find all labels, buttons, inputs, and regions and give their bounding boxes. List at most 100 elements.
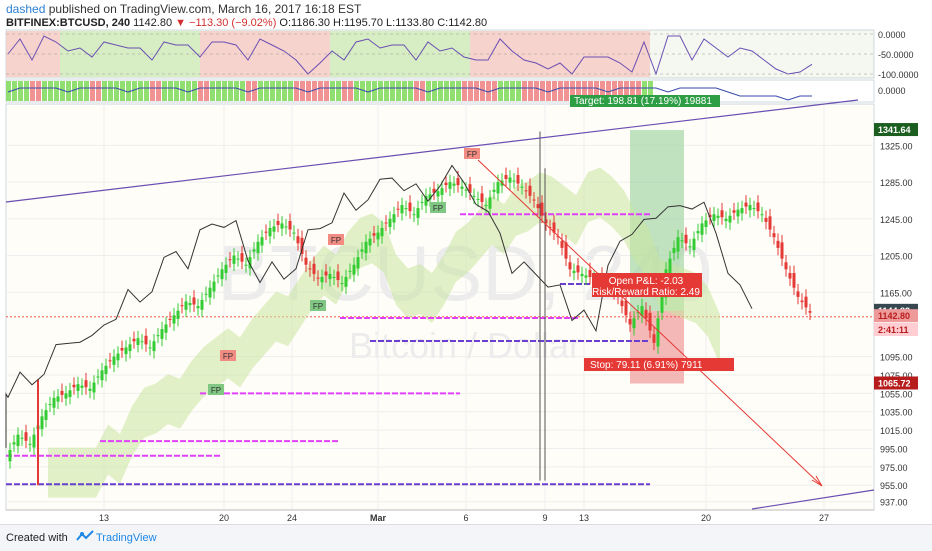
- position-labels: Target: 198.81 (17.19%) 19881 Open P&L: -…: [570, 95, 734, 371]
- time-tick: 13: [99, 513, 109, 523]
- tradingview-logo-icon[interactable]: [76, 529, 94, 545]
- oscillator-2-bar: [456, 81, 461, 101]
- candle-body: [392, 214, 396, 223]
- candle-body: [804, 296, 808, 308]
- candle-body: [724, 218, 728, 221]
- candle-body: [308, 268, 312, 270]
- oscillator-2-bar: [138, 81, 143, 101]
- candle-body: [284, 226, 288, 228]
- price-tick: 1205.00: [880, 252, 913, 262]
- ohlc-values: O:1186.30 H:1195.70 L:1133.80 C:1142.80: [279, 17, 488, 29]
- target-label-box: [570, 95, 720, 107]
- candle-body: [504, 175, 508, 180]
- pnl-label-box: [592, 273, 702, 297]
- price-label: 1065.72: [878, 378, 911, 388]
- created-with-text: Created with: [6, 532, 68, 544]
- fp-label: FP: [313, 302, 323, 311]
- candle-body: [32, 434, 36, 448]
- candle-body: [668, 258, 672, 274]
- oscillator-2-bar: [600, 81, 605, 101]
- oscillator-2-bar: [330, 81, 335, 101]
- author-name[interactable]: dashed: [6, 2, 46, 16]
- candle-body: [792, 273, 796, 288]
- time-tick: 13: [579, 513, 589, 523]
- fp-label: FP: [211, 386, 221, 395]
- oscillator-2-bar: [318, 81, 323, 101]
- oscillator-2-bar: [216, 81, 221, 101]
- price-label-box: [874, 309, 918, 323]
- candle-body: [288, 220, 292, 230]
- oscillator-2-bar: [630, 81, 635, 101]
- candle-body: [524, 190, 528, 192]
- oscillator-2-bar: [210, 81, 215, 101]
- fp-box: [208, 384, 224, 395]
- oscillator-2-bar: [480, 81, 485, 101]
- candle-body: [660, 293, 664, 313]
- candle-body: [352, 264, 356, 275]
- candle-body: [196, 306, 200, 309]
- candle-body: [16, 434, 20, 447]
- candle-body: [744, 202, 748, 207]
- candle-body: [656, 318, 660, 347]
- candle-body: [428, 194, 432, 200]
- candle-body: [184, 301, 188, 310]
- fp-box: [430, 202, 446, 213]
- candle-body: [432, 188, 436, 193]
- oscillator-2-bar: [252, 81, 257, 101]
- candle-body: [624, 300, 628, 316]
- tradingview-link[interactable]: TradingView: [96, 532, 157, 544]
- candle-body: [48, 404, 52, 406]
- candle-body: [468, 184, 472, 193]
- oscillator-2-bar: [174, 81, 179, 101]
- target-label: Target: 198.81 (17.19%) 19881: [574, 96, 712, 107]
- candle-body: [752, 208, 756, 210]
- candle-body: [732, 210, 736, 213]
- candle-body: [52, 397, 56, 408]
- down-arrow-icon: ▼: [175, 17, 187, 29]
- oscillator-2-bar: [228, 81, 233, 101]
- oscillator-2-bar: [534, 81, 539, 101]
- candle-body: [20, 437, 24, 439]
- candle-body: [84, 380, 88, 388]
- candle-body: [204, 293, 208, 295]
- candle-body: [652, 334, 656, 343]
- candle-body: [684, 234, 688, 244]
- candle-body: [8, 449, 12, 462]
- candle-body: [768, 216, 772, 230]
- price-label-box: [874, 322, 918, 336]
- oscillator-2-bar: [414, 81, 419, 101]
- oscillator-2-bar: [120, 81, 125, 101]
- candle-body: [136, 338, 140, 345]
- oscillator-2-bar: [300, 81, 305, 101]
- oscillator-2-tick: 0.0000: [878, 86, 906, 96]
- candle-body: [80, 385, 84, 388]
- oscillator-2-bar: [636, 81, 641, 101]
- fp-label: FP: [467, 150, 477, 159]
- candle-body: [104, 365, 108, 375]
- oscillator-2-bar: [72, 81, 77, 101]
- candle-body: [536, 204, 540, 209]
- oscillator-2-bar: [588, 81, 593, 101]
- candle-body: [480, 193, 484, 202]
- candle-body: [440, 188, 444, 195]
- oscillator-2-bar: [582, 81, 587, 101]
- candle-body: [300, 237, 304, 255]
- oscillator-2-bar: [264, 81, 269, 101]
- candle-body: [716, 215, 720, 218]
- candle-body: [328, 273, 332, 280]
- candle-body: [220, 269, 224, 280]
- oscillator-axis: 0.0000 -50.0000 -100.0000 0.0000: [6, 30, 919, 96]
- candle-body: [748, 205, 752, 211]
- fp-box: [328, 234, 344, 245]
- oscillator-2-bar: [498, 81, 503, 101]
- stop-label: Stop: 79.11 (6.91%) 7911: [590, 360, 703, 371]
- candle-body: [700, 223, 704, 235]
- candle-body: [180, 305, 184, 307]
- candle-body: [312, 263, 316, 274]
- candle-body: [12, 442, 16, 445]
- oscillator-2-bar: [48, 81, 53, 101]
- price-change: −113.30 (−9.02%): [189, 17, 277, 29]
- candle-body: [488, 197, 492, 209]
- oscillator-2-bar: [288, 81, 293, 101]
